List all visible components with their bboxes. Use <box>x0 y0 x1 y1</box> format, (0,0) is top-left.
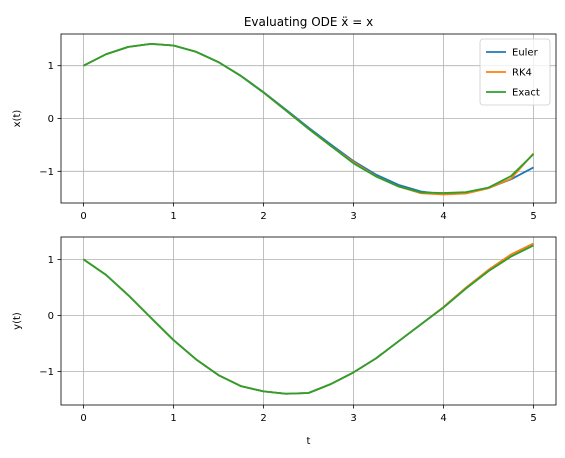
x-axis-label: t <box>307 436 311 447</box>
series-line-exact <box>83 42 535 194</box>
y-tick-label: 0 <box>48 114 54 125</box>
x-tick-label: 3 <box>350 413 356 424</box>
y-tick-label: 1 <box>48 255 54 266</box>
legend: Euler RK4 Exact <box>479 38 551 106</box>
x-tick-label: 4 <box>440 211 446 222</box>
series-line-exact <box>82 244 534 395</box>
y-tick-label: 1 <box>48 61 54 72</box>
series-line-rk4 <box>83 42 535 196</box>
chart-title: Evaluating ODE ẍ = x <box>244 15 373 29</box>
x-tick-label: 2 <box>260 413 266 424</box>
x-tick-label: 1 <box>170 211 176 222</box>
x-tick-label: 5 <box>530 413 536 424</box>
axes-frame <box>60 236 557 406</box>
y-tick-label: −1 <box>39 167 54 178</box>
legend-frame <box>479 38 551 106</box>
legend-label-rk4: RK4 <box>512 68 532 79</box>
x-tick-label: 2 <box>260 211 266 222</box>
x-tick-label: 4 <box>440 413 446 424</box>
y-axis-label: y(t) <box>12 312 23 330</box>
x-tick-label: 1 <box>170 413 176 424</box>
x-tick-label: 0 <box>80 413 86 424</box>
x-tick-label: 3 <box>350 211 356 222</box>
y-tick-label: −1 <box>39 367 54 378</box>
legend-label-exact: Exact <box>512 88 540 99</box>
legend-label-euler: Euler <box>512 48 539 59</box>
bottom-subplot: 0 1 2 3 4 5 −1 0 1 y(t) t <box>12 236 557 447</box>
x-tick-label: 5 <box>530 211 536 222</box>
y-tick-label: 0 <box>48 311 54 322</box>
y-axis-label: x(t) <box>12 110 23 128</box>
x-tick-label: 0 <box>80 211 86 222</box>
top-subplot: 0 1 2 3 4 5 −1 0 1 x(t) Evaluating ODE ẍ = x Euler R… <box>12 15 557 222</box>
